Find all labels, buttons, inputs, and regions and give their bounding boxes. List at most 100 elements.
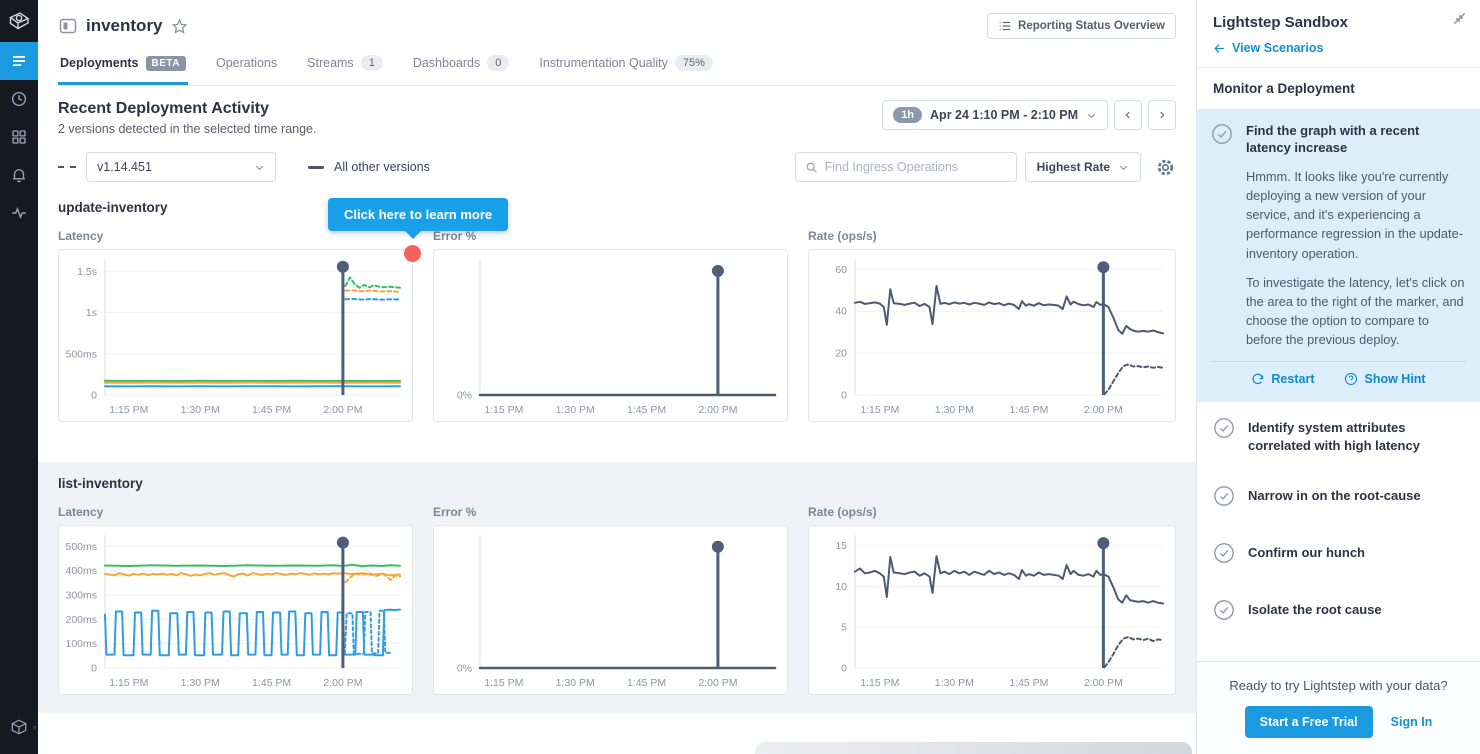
dashed-line-legend-swatch: [58, 166, 76, 168]
tab-instrumentation-quality[interactable]: Instrumentation Quality 75%: [537, 46, 715, 85]
svg-text:1:30 PM: 1:30 PM: [181, 404, 220, 416]
tab-streams[interactable]: Streams 1: [305, 46, 385, 85]
svg-text:1:15 PM: 1:15 PM: [860, 404, 899, 416]
svg-text:200ms: 200ms: [65, 614, 97, 626]
version-select[interactable]: v1.14.451: [86, 152, 276, 182]
active-step-card: Find the graph with a recent latency inc…: [1197, 109, 1480, 403]
tab-bar: Deployments BETA Operations Streams 1 Dashboa…: [58, 46, 1176, 86]
rate-chart-list-inventory[interactable]: 0 5 10 15 1:15 PM 1:30 PM 1:45 PM 2:00 PM: [808, 525, 1176, 695]
tab-label: Deployments: [60, 56, 139, 70]
page-header: inventory Reporting Status Overview Depl…: [38, 0, 1196, 86]
section-heading: Recent Deployment Activity: [58, 100, 270, 117]
svg-text:1:15 PM: 1:15 PM: [109, 404, 148, 416]
tour-step-label: Isolate the root cause: [1248, 601, 1382, 617]
all-other-versions-label: All other versions: [334, 160, 430, 174]
sign-in-link[interactable]: Sign In: [1390, 715, 1433, 729]
tab-deployments[interactable]: Deployments BETA: [58, 46, 188, 85]
time-forward-button[interactable]: [1148, 100, 1176, 130]
sidebar-item-bell[interactable]: [0, 156, 38, 194]
operation-section-update-inventory: update-inventory Click here to learn mor…: [38, 186, 1196, 440]
sidebar-item-clock[interactable]: [0, 80, 38, 118]
favorite-star-icon[interactable]: [171, 18, 188, 35]
chart-title: Rate (ops/s): [808, 229, 877, 243]
streams-icon: [10, 52, 28, 70]
svg-text:500ms: 500ms: [65, 348, 97, 360]
svg-text:1:30 PM: 1:30 PM: [556, 404, 595, 416]
chart-title: Error %: [433, 229, 477, 243]
expand-chevron-icon: ›: [33, 722, 36, 732]
trial-question: Ready to try Lightstep with your data?: [1229, 678, 1448, 693]
gear-icon[interactable]: [1155, 157, 1176, 178]
sidebar-item-streams[interactable]: [0, 42, 38, 80]
duration-badge: 1h: [893, 107, 923, 123]
restart-button[interactable]: Restart: [1251, 372, 1314, 386]
svg-text:0: 0: [841, 663, 847, 675]
svg-text:40: 40: [835, 306, 847, 318]
svg-text:1:15 PM: 1:15 PM: [109, 677, 148, 689]
tab-label: Instrumentation Quality: [539, 56, 668, 70]
clock-icon: [10, 90, 28, 108]
svg-text:1:45 PM: 1:45 PM: [627, 404, 666, 416]
panel-title: Lightstep Sandbox: [1213, 14, 1348, 31]
lightstep-logo-icon: [9, 12, 30, 30]
latency-chart-update-inventory[interactable]: 0 500ms 1s 1.5s 1:15 PM 1:30 PM 1:45 PM 2:00 PM: [58, 249, 413, 422]
view-scenarios-link[interactable]: View Scenarios: [1213, 41, 1464, 55]
svg-text:10: 10: [835, 581, 847, 593]
svg-text:2:00 PM: 2:00 PM: [1084, 677, 1123, 689]
left-nav-rail: ›: [0, 0, 38, 754]
sort-select[interactable]: Highest Rate: [1024, 152, 1141, 182]
operation-name: list-inventory: [58, 476, 143, 491]
tour-step: Narrow in on the root-cause: [1197, 470, 1480, 527]
svg-text:1.5s: 1.5s: [77, 266, 97, 278]
tab-operations[interactable]: Operations: [214, 46, 279, 85]
tour-tooltip[interactable]: Click here to learn more: [328, 198, 509, 239]
error-chart-update-inventory[interactable]: 0% 1:15 PM 1:30 PM 1:45 PM 2:00 PM: [433, 249, 788, 422]
tour-step: Identify system attributes correlated wi…: [1197, 402, 1480, 469]
tour-title: Monitor a Deployment: [1213, 81, 1355, 96]
svg-text:2:00 PM: 2:00 PM: [1084, 404, 1123, 416]
reporting-status-overview-button[interactable]: Reporting Status Overview: [987, 13, 1176, 39]
svg-text:0%: 0%: [457, 663, 472, 675]
check-circle-icon: [1213, 599, 1235, 626]
arrow-left-icon: [1214, 43, 1224, 53]
sidebar-item-sandbox[interactable]: ›: [0, 708, 38, 746]
search-icon: [806, 162, 817, 173]
tour-step-label: Identify system attributes correlated wi…: [1248, 420, 1420, 454]
sidebar-item-grid[interactable]: [0, 118, 38, 156]
sidebar-item-pulse[interactable]: [0, 194, 38, 232]
svg-text:0: 0: [91, 390, 97, 402]
show-hint-button[interactable]: Show Hint: [1344, 372, 1426, 386]
latency-chart-list-inventory[interactable]: 0 100ms 200ms 300ms 400ms 500ms 1:15 PM 1:30 PM…: [58, 525, 413, 695]
tour-step: Isolate the root cause: [1197, 584, 1480, 641]
svg-text:1:15 PM: 1:15 PM: [484, 677, 523, 689]
chevron-right-icon: [1160, 111, 1165, 119]
svg-text:2:00 PM: 2:00 PM: [323, 677, 362, 689]
svg-text:5: 5: [841, 622, 847, 634]
tab-dashboards[interactable]: Dashboards 0: [411, 46, 512, 85]
chevron-down-icon: [1118, 162, 1129, 173]
check-circle-icon: [1213, 417, 1235, 444]
active-step-paragraph: To investigate the latency, let's click …: [1246, 274, 1465, 348]
search-input[interactable]: [824, 160, 1007, 174]
grid-icon: [10, 128, 28, 146]
error-chart-list-inventory[interactable]: 0% 1:15 PM 1:30 PM 1:45 PM 2:00 PM: [433, 525, 788, 695]
collapse-panel-icon[interactable]: [1453, 12, 1466, 25]
svg-text:400ms: 400ms: [65, 565, 97, 577]
time-back-button[interactable]: [1114, 100, 1142, 130]
svg-text:1:30 PM: 1:30 PM: [181, 677, 220, 689]
rate-chart-update-inventory[interactable]: 0 20 40 60 1:15 PM 1:30 PM 1:45 PM 2:00 PM: [808, 249, 1176, 422]
svg-text:1:30 PM: 1:30 PM: [935, 677, 974, 689]
question-circle-icon: [1345, 373, 1358, 386]
tour-marker-dot[interactable]: [404, 245, 421, 262]
svg-text:1:15 PM: 1:15 PM: [484, 404, 523, 416]
active-step-paragraph: Hmmm. It looks like you're currently dep…: [1246, 168, 1463, 261]
svg-text:1:45 PM: 1:45 PM: [252, 404, 291, 416]
tab-label: Operations: [215, 56, 278, 70]
sandbox-panel: Lightstep Sandbox View Scenarios Monitor…: [1196, 0, 1480, 754]
lightstep-logo[interactable]: [0, 0, 38, 42]
time-range-selector[interactable]: 1h Apr 24 1:10 PM - 2:10 PM: [882, 100, 1108, 130]
start-free-trial-button[interactable]: Start a Free Trial: [1244, 706, 1373, 738]
tour-step-label: Confirm our hunch: [1248, 544, 1365, 560]
tab-label: Dashboards: [412, 56, 481, 70]
